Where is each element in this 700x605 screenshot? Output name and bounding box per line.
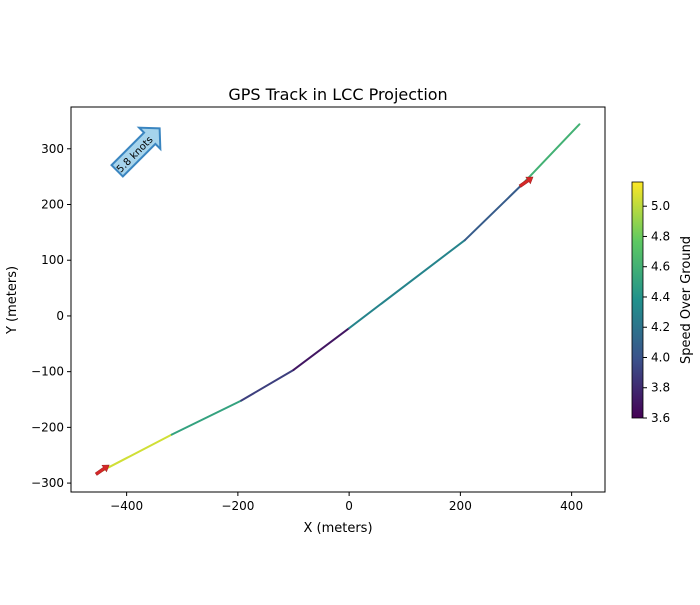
colorbar-tick-label: 3.8 [651, 381, 670, 395]
y-tick-label: −300 [31, 476, 64, 490]
track-segment [96, 433, 173, 475]
colorbar-ticks: 3.6 3.8 4.0 4.2 4.4 4.6 4.8 5.0 [643, 199, 670, 425]
track-segment [170, 399, 243, 436]
track-segment [520, 123, 581, 187]
y-tick-label: 300 [41, 142, 64, 156]
y-tick-label: −200 [31, 420, 64, 434]
x-ticks: −400 −200 0 200 400 [110, 492, 583, 513]
track-segment [463, 184, 523, 242]
track-segment [348, 239, 466, 330]
x-tick-label: 0 [345, 499, 353, 513]
colorbar [631, 181, 644, 419]
chart-title: GPS Track in LCC Projection [228, 85, 447, 104]
speed-annotation: 5.8 knots [110, 126, 162, 178]
colorbar-tick-label: 4.0 [651, 350, 670, 364]
x-tick-label: −200 [221, 499, 254, 513]
track-segment [240, 368, 295, 402]
colorbar-tick-label: 3.6 [651, 411, 670, 425]
colorbar-tick-label: 4.6 [651, 260, 670, 274]
x-tick-label: 200 [449, 499, 472, 513]
track-segment [292, 327, 351, 371]
track [96, 123, 581, 475]
colorbar-tick-label: 4.4 [651, 290, 670, 304]
axes-frame [70, 106, 606, 493]
colorbar-label: Speed Over Ground [679, 236, 694, 364]
x-axis-label: X (meters) [303, 521, 372, 536]
y-ticks: −300 −200 −100 0 100 200 300 [31, 142, 71, 490]
y-tick-label: −100 [31, 365, 64, 379]
colorbar-tick-label: 4.8 [651, 229, 670, 243]
y-axis-label: Y (meters) [5, 266, 20, 335]
direction-arrow-icon [518, 176, 534, 188]
x-tick-label: 400 [560, 499, 583, 513]
annotation-arrow-icon [110, 126, 162, 178]
colorbar-tick-label: 5.0 [651, 199, 670, 213]
y-tick-label: 200 [41, 198, 64, 212]
markers [94, 176, 534, 476]
colorbar-tick-label: 4.2 [651, 320, 670, 334]
x-tick-label: −400 [110, 499, 143, 513]
y-tick-label: 0 [56, 309, 64, 323]
y-tick-label: 100 [41, 253, 64, 267]
direction-arrow-icon [94, 464, 110, 476]
